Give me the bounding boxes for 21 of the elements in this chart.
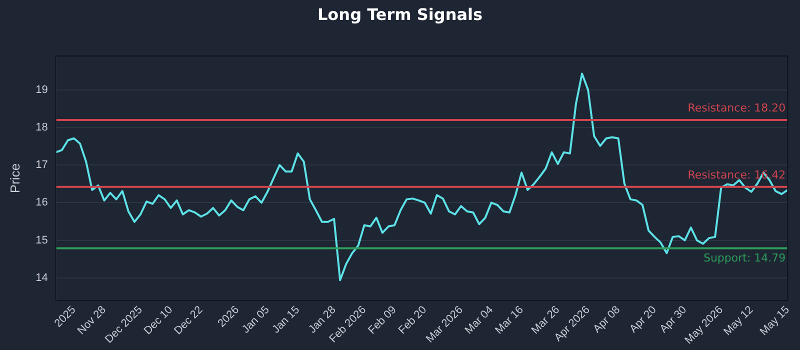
x-tick-label: Apr 30 <box>658 304 690 336</box>
x-tick-label: Mar 16 <box>493 304 526 337</box>
y-tick-label: 17 <box>36 159 48 172</box>
x-tick-label: Jan 15 <box>270 304 302 336</box>
x-tick-label: Feb 20 <box>396 304 430 337</box>
chart-title: Long Term Signals <box>316 4 484 26</box>
y-tick-label: 19 <box>36 84 48 96</box>
x-tick-label: Mar 04 <box>462 304 496 337</box>
x-tick-label: Apr 08 <box>591 304 623 336</box>
y-tick-label: 18 <box>36 122 48 134</box>
ref-line-label: Resistance: 18.20 <box>688 101 786 114</box>
x-tick-label: May 12 <box>722 304 756 338</box>
y-tick-label: 14 <box>36 272 48 284</box>
ref-line-label: Support: 14.79 <box>703 252 786 265</box>
x-tick-label: Feb 09 <box>366 304 399 337</box>
y-tick-label: 16 <box>36 196 48 209</box>
x-tick-label: May 15 <box>758 304 792 338</box>
x-tick-label: Jan 05 <box>240 304 272 336</box>
y-axis-title: Price <box>7 163 22 194</box>
y-tick-label: 15 <box>36 234 48 246</box>
x-tick-label: Apr 20 <box>627 304 659 336</box>
